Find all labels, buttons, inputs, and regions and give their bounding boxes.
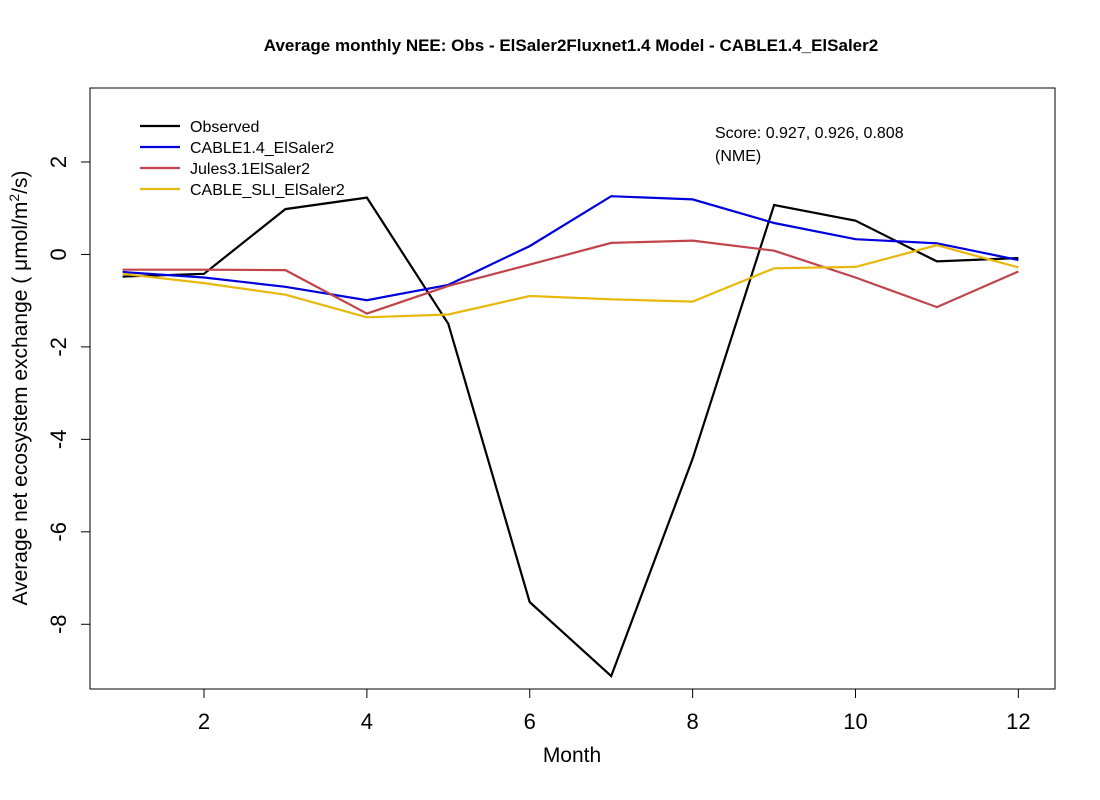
score-metric-annotation: (NME) xyxy=(715,148,761,165)
y-tick-label: -4 xyxy=(46,430,71,450)
score-annotation: Score: 0.927, 0.926, 0.808 xyxy=(715,125,904,142)
legend-label: Jules3.1ElSaler2 xyxy=(190,161,310,178)
chart-title: Average monthly NEE: Obs - ElSaler2Fluxn… xyxy=(264,36,878,55)
x-axis-label: Month xyxy=(543,744,601,767)
y-axis-label: Average net ecosystem exchange ( μmol/m2… xyxy=(6,170,32,605)
y-axis-label-mol: mol/m xyxy=(9,202,32,259)
x-tick-label: 6 xyxy=(524,709,536,734)
y-tick-label: 0 xyxy=(46,248,71,260)
legend-label: CABLE_SLI_ElSaler2 xyxy=(190,182,345,199)
x-tick-label: 2 xyxy=(198,709,210,734)
x-tick-label: 10 xyxy=(843,709,867,734)
y-tick-label: -8 xyxy=(46,614,71,634)
y-tick-label: 2 xyxy=(46,156,71,168)
legend-label: Observed xyxy=(190,119,259,136)
y-axis-label-mu: μ xyxy=(9,259,32,271)
y-axis-label-main: Average net ecosystem exchange ( xyxy=(9,271,32,606)
series-line-jules3-1elsaler2 xyxy=(122,239,1019,315)
x-tick-label: 12 xyxy=(1006,709,1030,734)
series-lines xyxy=(122,195,1019,679)
y-axis-label-end: /s) xyxy=(9,170,32,193)
series-line-cable1-4-elsaler2 xyxy=(122,195,1019,302)
x-tick-label: 8 xyxy=(686,709,698,734)
y-axis-label-sup: 2 xyxy=(6,194,22,202)
series-line-cable-sli-elsaler2 xyxy=(122,244,1019,319)
y-tick-label: -6 xyxy=(46,522,71,542)
legend: Observed CABLE1.4_ElSaler2 Jules3.1ElSaler… xyxy=(140,119,345,199)
x-axis: 2 4 6 8 10 12 xyxy=(198,688,1031,734)
series-line-observed xyxy=(122,196,1019,679)
y-axis: 2 0 -2 -4 -6 -8 xyxy=(46,156,91,634)
plot-frame xyxy=(89,87,1056,690)
legend-label: CABLE1.4_ElSaler2 xyxy=(190,140,334,157)
x-tick-label: 4 xyxy=(361,709,373,734)
y-tick-label: -2 xyxy=(46,337,71,357)
